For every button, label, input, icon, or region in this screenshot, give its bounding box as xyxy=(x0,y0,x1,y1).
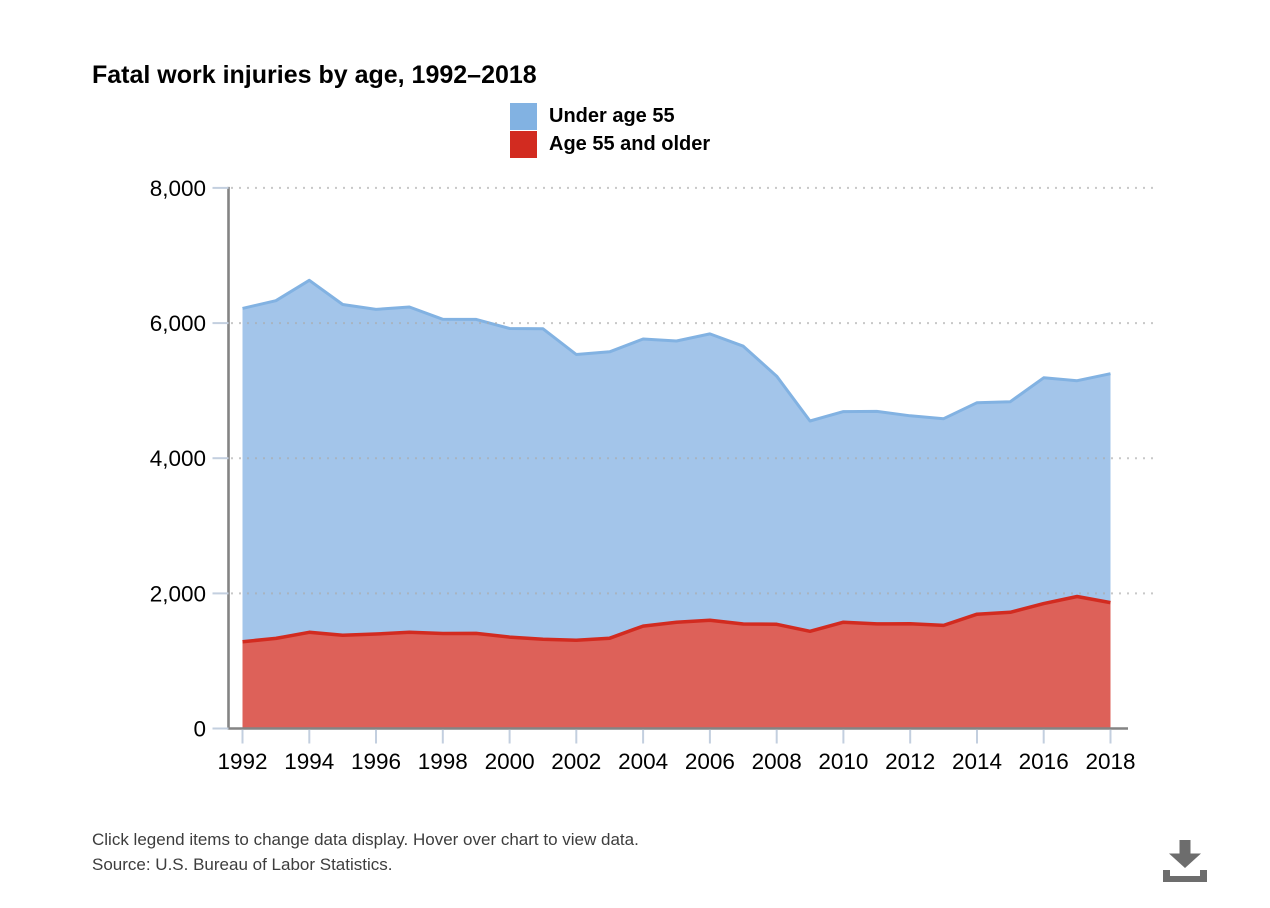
tick-labels: 0 2,000 4,000 6,000 8,000 1992 1994 1996 1998 200… xyxy=(150,176,1136,774)
x-tick-label: 1996 xyxy=(351,749,401,774)
x-tick-label: 1998 xyxy=(418,749,468,774)
legend-swatch-age-55-and-older-icon xyxy=(510,131,537,158)
series-area-age-55-and-older[interactable] xyxy=(242,596,1111,729)
legend-item-under-age-55[interactable]: Under age 55 xyxy=(510,103,710,130)
legend-label-under-age-55: Under age 55 xyxy=(549,105,675,127)
x-tick-label: 2008 xyxy=(752,749,802,774)
y-tick-label: 0 xyxy=(193,717,206,742)
y-tick-label: 8,000 xyxy=(150,176,206,201)
y-tick-label: 6,000 xyxy=(150,311,206,336)
legend-swatch-under-age-55-icon xyxy=(510,103,537,130)
x-tick-label: 2010 xyxy=(818,749,868,774)
footer-source: Source: U.S. Bureau of Labor Statistics. xyxy=(92,855,393,874)
legend-item-age-55-and-older[interactable]: Age 55 and older xyxy=(510,131,710,158)
download-icon xyxy=(1163,840,1207,882)
series-line-age-55-and-older xyxy=(242,594,1111,644)
series-area-under-age-55[interactable] xyxy=(242,280,1111,642)
y-tick-label: 2,000 xyxy=(150,581,206,606)
x-tick-label: 2018 xyxy=(1085,749,1135,774)
chart-footer: Click legend items to change data displa… xyxy=(92,827,639,877)
x-tick-label: 2016 xyxy=(1019,749,1069,774)
x-tick-label: 2014 xyxy=(952,749,1002,774)
x-tick-label: 2012 xyxy=(885,749,935,774)
tick-marks xyxy=(212,186,1112,744)
gridlines xyxy=(231,186,1153,595)
page-title: Fatal work injuries by age, 1992–2018 xyxy=(92,60,537,89)
legend-label-age-55-and-older: Age 55 and older xyxy=(549,133,711,155)
x-tick-label: 2000 xyxy=(485,749,535,774)
chart-legend: Under age 55 Age 55 and older xyxy=(510,103,710,158)
download-button[interactable] xyxy=(1161,838,1209,886)
x-tick-label: 1994 xyxy=(284,749,334,774)
x-tick-label: 1992 xyxy=(217,749,267,774)
x-tick-label: 2004 xyxy=(618,749,668,774)
series-line-under-age-55 xyxy=(242,278,1111,423)
footer-note: Click legend items to change data displa… xyxy=(92,830,639,849)
y-tick-label: 4,000 xyxy=(150,446,206,471)
x-tick-label: 2002 xyxy=(551,749,601,774)
x-tick-label: 2006 xyxy=(685,749,735,774)
